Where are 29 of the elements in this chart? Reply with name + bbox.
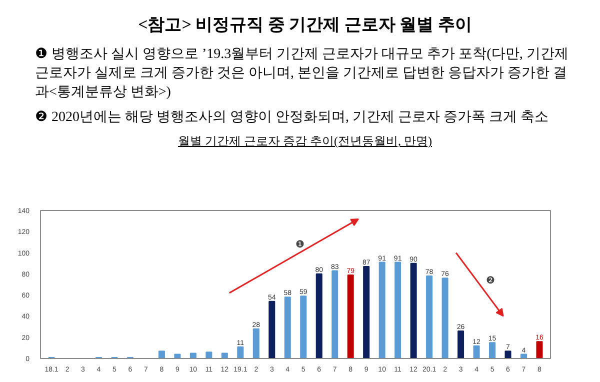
text: ❶ 병행조사 실시 영향으로 ’19.3월부터 기간제 근로자가 대규모 추가 포착(다만, 기간제 근로자가 실제로 크게 증가한 것은 아니며, 본인을 기간제로 답변한 응답자가 증가한 결과<통계분류상 변화>) [35,46,570,102]
bar [316,273,322,358]
chart-subtitle: 월별 기간제 근로자 증감 추이(전년동월비, 만명) [177,133,433,150]
bar [158,350,165,358]
bar [347,274,354,358]
text: ❷ 2020년에는 해당 병행조사의 영향이 안정화되며, 기간제 근로자 증가폭 크게 축소 [35,109,550,128]
bar [332,270,338,358]
bar [426,276,433,358]
bar [458,330,464,358]
bar [489,342,496,358]
bar [237,346,244,358]
bar [190,352,196,358]
bar [284,296,291,358]
bar [442,278,448,358]
bar [221,352,228,358]
bar [410,262,417,358]
annotation: ❷ [486,276,495,287]
annotation: ❶ [296,240,304,251]
bar [473,345,480,358]
bar [504,350,512,358]
bar [252,328,260,358]
bar [268,300,276,358]
bar [206,352,212,358]
bar [378,262,386,358]
bar [536,341,543,358]
bar [363,266,370,358]
chart-title: <참고> 비정규직 중 기간제 근로자 월별 추이 [137,14,473,36]
bar [300,296,307,358]
bar [394,262,402,358]
